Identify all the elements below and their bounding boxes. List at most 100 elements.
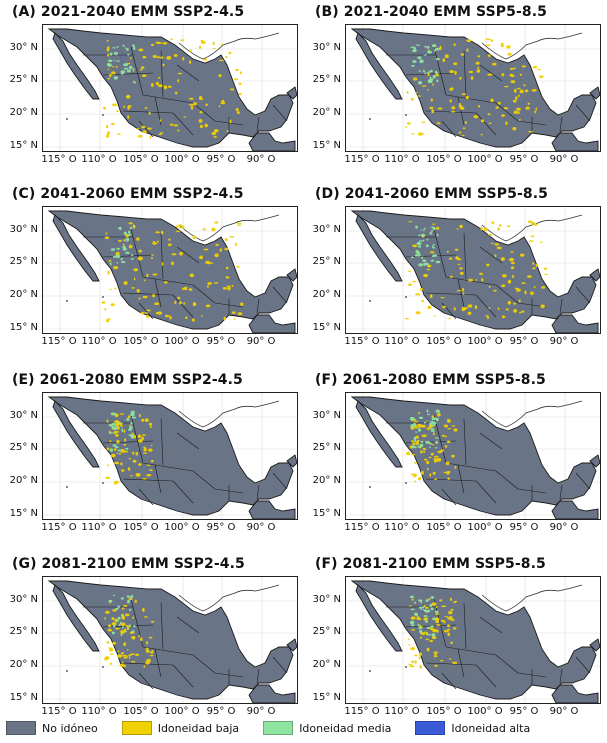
y-tick-label: 15° N xyxy=(9,140,38,151)
medium-suitability-patch xyxy=(430,607,434,611)
low-suitability-patch xyxy=(200,40,206,44)
low-suitability-patch xyxy=(435,606,438,608)
y-tick-label: 30° N xyxy=(9,410,38,421)
medium-suitability-patch xyxy=(117,605,121,608)
low-suitability-patch xyxy=(150,257,154,260)
low-suitability-patch xyxy=(410,133,415,135)
low-suitability-patch xyxy=(177,79,180,83)
low-suitability-patch xyxy=(146,464,152,466)
low-suitability-patch xyxy=(234,78,238,81)
y-tick-label: 20° N xyxy=(9,659,38,670)
low-suitability-patch xyxy=(446,250,449,253)
low-suitability-patch xyxy=(138,249,142,253)
high-suitability-patch xyxy=(121,420,123,422)
medium-suitability-patch xyxy=(121,428,124,432)
medium-suitability-patch xyxy=(418,245,422,248)
low-suitability-patch xyxy=(475,61,480,65)
low-suitability-patch xyxy=(105,610,110,614)
low-suitability-patch xyxy=(229,236,235,238)
low-suitability-patch xyxy=(120,630,125,634)
low-suitability-patch xyxy=(115,65,118,68)
low-suitability-patch xyxy=(443,630,449,633)
panel-title: (A) 2021-2040 EMM SSP2-4.5 xyxy=(12,4,245,20)
low-suitability-patch xyxy=(157,311,163,315)
low-suitability-patch xyxy=(425,606,429,609)
x-tick-label: 90° O xyxy=(246,522,276,533)
low-suitability-patch xyxy=(132,451,135,455)
low-suitability-patch xyxy=(410,647,415,651)
low-suitability-patch xyxy=(164,314,170,318)
low-suitability-patch xyxy=(188,288,193,291)
low-suitability-patch xyxy=(112,609,117,612)
medium-suitability-patch xyxy=(423,227,426,230)
high-suitability-patch xyxy=(113,606,116,608)
suitability-layer xyxy=(407,595,458,669)
medium-suitability-patch xyxy=(127,233,132,236)
low-suitability-patch xyxy=(127,115,130,120)
low-suitability-patch xyxy=(128,244,133,249)
us-coastline xyxy=(481,584,583,612)
low-suitability-patch xyxy=(116,452,119,455)
low-suitability-patch xyxy=(412,244,417,247)
low-suitability-patch xyxy=(426,647,430,652)
medium-suitability-patch xyxy=(409,416,415,421)
medium-suitability-patch xyxy=(435,417,439,422)
low-suitability-patch xyxy=(106,419,109,423)
panel-title: (E) 2061-2080 EMM SSP2-4.5 xyxy=(12,372,243,388)
low-suitability-patch xyxy=(510,262,515,265)
medium-suitability-patch xyxy=(428,70,432,73)
low-suitability-patch xyxy=(418,656,421,660)
low-suitability-patch xyxy=(407,638,410,641)
y-tick-label: 15° N xyxy=(312,508,341,519)
low-suitability-patch xyxy=(533,223,538,226)
us-coastline xyxy=(178,32,280,60)
medium-suitability-patch xyxy=(109,262,112,266)
medium-suitability-patch xyxy=(420,233,426,237)
map-panel: (D) 2041-2060 EMM SSP5-8.5 30° N 25° N 20° … xyxy=(303,184,603,364)
medium-suitability-patch xyxy=(127,627,129,630)
map-frame xyxy=(42,24,298,152)
low-suitability-patch xyxy=(458,131,462,134)
low-suitability-patch xyxy=(413,421,419,423)
low-suitability-patch xyxy=(415,293,421,296)
legend-item-idoneidad-alta: Idoneidad alta xyxy=(415,721,530,735)
low-suitability-patch xyxy=(132,616,135,619)
mexico-landmass xyxy=(52,584,100,652)
low-suitability-patch xyxy=(128,222,133,225)
low-suitability-patch xyxy=(146,273,149,278)
low-suitability-patch xyxy=(183,116,187,118)
low-suitability-patch xyxy=(443,424,448,428)
panel-title: (F) 2061-2080 EMM SSP5-8.5 xyxy=(315,372,546,388)
low-suitability-patch xyxy=(444,445,448,448)
low-suitability-patch xyxy=(530,291,534,295)
medium-suitability-patch xyxy=(122,245,126,248)
high-suitability-patch xyxy=(416,430,418,432)
low-suitability-patch xyxy=(125,625,130,627)
medium-suitability-patch xyxy=(418,263,423,267)
low-suitability-patch xyxy=(412,473,417,478)
low-suitability-patch xyxy=(207,261,210,265)
low-suitability-patch xyxy=(179,226,182,229)
medium-suitability-patch xyxy=(418,81,423,85)
mexico-landmass xyxy=(286,638,297,652)
low-suitability-patch xyxy=(459,224,463,229)
low-suitability-patch xyxy=(130,475,133,477)
y-tick-label: 25° N xyxy=(312,74,341,85)
central-america-landmass xyxy=(551,684,599,703)
low-suitability-patch xyxy=(425,638,429,641)
low-suitability-patch xyxy=(148,422,153,426)
low-suitability-patch xyxy=(412,280,417,283)
high-suitability-patch xyxy=(417,59,419,61)
medium-suitability-patch xyxy=(113,594,116,597)
medium-suitability-patch xyxy=(430,259,435,262)
x-tick-label: 115° O xyxy=(41,522,77,533)
low-suitability-patch xyxy=(235,68,239,72)
x-tick-label: 90° O xyxy=(549,154,579,165)
low-suitability-patch xyxy=(204,123,208,128)
high-suitability-patch xyxy=(421,611,424,613)
high-suitability-patch xyxy=(429,612,431,615)
low-suitability-patch xyxy=(450,87,454,91)
medium-suitability-patch xyxy=(123,231,127,235)
medium-suitability-patch xyxy=(426,626,431,629)
high-suitability-patch xyxy=(120,414,123,416)
